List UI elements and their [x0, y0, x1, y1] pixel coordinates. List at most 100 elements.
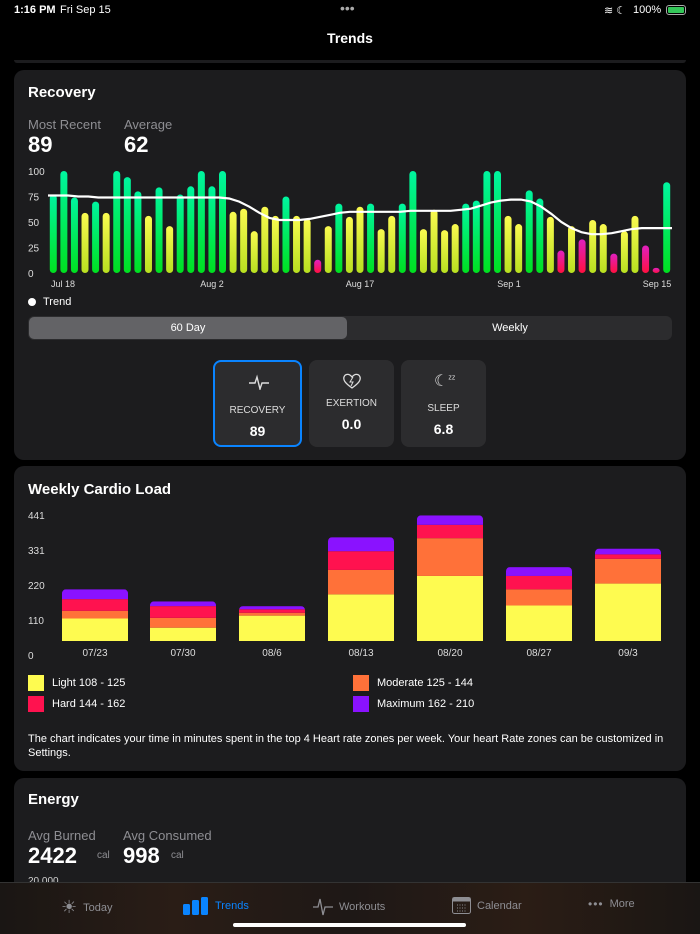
multitask-dots-icon[interactable]: ••• — [340, 0, 355, 16]
bar-segment — [595, 583, 661, 641]
bar-segment — [150, 617, 216, 628]
tile-sleep[interactable]: ☾zz SLEEP 6.8 — [401, 360, 486, 447]
recovery-bar — [219, 171, 227, 273]
tab-calendar[interactable]: Calendar — [452, 897, 522, 914]
recovery-bar — [367, 203, 375, 273]
x-tick-label: 07/30 — [170, 648, 195, 659]
recovery-bar — [293, 215, 301, 273]
recovery-bar — [589, 219, 597, 273]
recovery-bar — [113, 171, 121, 273]
recovery-bar — [483, 171, 491, 273]
recovery-bar — [546, 216, 554, 273]
sun-icon: ☀ — [61, 897, 78, 917]
recovery-bar — [166, 226, 174, 273]
recovery-bar — [324, 226, 332, 273]
y-tick-label: 50 — [28, 218, 40, 229]
avg-consumed-value: 998 — [123, 843, 160, 868]
x-tick-label: 07/23 — [82, 648, 107, 659]
legend-swatch — [28, 696, 44, 712]
recovery-bar — [430, 209, 438, 273]
recovery-bar — [599, 224, 607, 273]
tab-label: Workouts — [339, 901, 386, 913]
most-recent-value: 89 — [28, 132, 53, 157]
x-tick-label: 08/6 — [262, 648, 282, 659]
recovery-bar — [144, 215, 152, 273]
bar-segment — [239, 612, 305, 616]
cardio-note: The chart indicates your time in minutes… — [28, 733, 664, 759]
more-icon: ••• — [588, 897, 604, 911]
tile-label: RECOVERY — [229, 405, 286, 416]
recovery-bar — [282, 196, 290, 273]
bar-segment — [595, 554, 661, 559]
stacked-bar — [150, 601, 216, 641]
average-value: 62 — [124, 132, 149, 157]
bar-segment — [62, 599, 128, 611]
tab-label: Today — [83, 901, 113, 914]
y-tick-label: 441 — [28, 511, 45, 522]
range-segmented-control[interactable]: 60 Day Weekly — [28, 316, 672, 340]
legend-light: Light 108 - 125 — [28, 675, 125, 691]
tile-recovery[interactable]: RECOVERY 89 — [213, 360, 302, 447]
recovery-bar — [557, 250, 565, 273]
unit: cal — [171, 850, 184, 861]
tab-trends[interactable]: Trends — [183, 897, 249, 915]
tile-value: 0.0 — [341, 416, 362, 432]
bar-segment — [328, 569, 394, 595]
tile-exertion[interactable]: EXERTION 0.0 — [309, 360, 394, 447]
tab-label: Calendar — [477, 899, 522, 912]
tab-more[interactable]: ••• More — [588, 897, 635, 911]
bar-segment — [328, 537, 394, 552]
stacked-bar — [328, 537, 394, 641]
recovery-bar — [568, 226, 576, 273]
tile-label: EXERTION — [326, 398, 377, 409]
bar-segment — [595, 558, 661, 584]
recovery-bar — [441, 230, 449, 273]
segment-60-day[interactable]: 60 Day — [29, 317, 347, 339]
bar-segment — [62, 618, 128, 641]
recovery-bar — [493, 171, 501, 273]
recovery-bar — [515, 224, 523, 273]
segment-weekly[interactable]: Weekly — [492, 322, 528, 334]
y-tick-label: 75 — [28, 193, 40, 204]
x-tick-label: 08/20 — [437, 648, 462, 659]
status-date: Fri Sep 15 — [60, 4, 111, 16]
recovery-bar — [123, 177, 131, 273]
recovery-bar — [102, 212, 110, 273]
legend-label: Light 108 - 125 — [52, 677, 126, 689]
x-tick-label: Aug 2 — [200, 279, 224, 289]
cardio-load-card[interactable]: Weekly Cardio Load 0 110 220 331 441 07/23 07/… — [14, 466, 686, 771]
bar-segment — [239, 615, 305, 641]
bar-segment — [417, 524, 483, 539]
avg-consumed-label: Avg Consumed — [123, 828, 212, 843]
legend-swatch — [353, 696, 369, 712]
tab-today[interactable]: ☀ Today — [61, 897, 113, 918]
bar-segment — [150, 601, 216, 607]
tab-label: More — [609, 898, 635, 910]
recovery-bar — [250, 231, 258, 273]
energy-card[interactable]: Energy Avg Burned 2422 cal Avg Consumed … — [14, 778, 686, 898]
bar-segment — [62, 589, 128, 600]
cardio-chart: 0 110 220 331 441 07/23 07/30 08/6 08/13 08/20 08/… — [28, 511, 661, 662]
wifi-moon-icon: ≋ ☾ — [604, 5, 627, 17]
tile-value: 89 — [249, 423, 266, 439]
tab-workouts[interactable]: Workouts — [313, 897, 385, 917]
bar-segment — [595, 548, 661, 555]
moon-zzz-icon: ☾zz — [434, 373, 456, 390]
tile-value: 6.8 — [433, 421, 454, 437]
recovery-card[interactable]: Recovery Most Recent 89 Average 62 0 25 50… — [14, 70, 686, 460]
bar-segment — [150, 606, 216, 618]
bar-segment — [506, 567, 572, 576]
recovery-bar — [377, 229, 385, 273]
bar-segment — [239, 606, 305, 610]
x-tick-label: Sep 1 — [497, 279, 521, 289]
most-recent-label: Most Recent — [28, 117, 101, 132]
stacked-bar — [417, 515, 483, 641]
x-tick-label: Jul 18 — [51, 279, 75, 289]
recovery-bar — [451, 224, 459, 273]
stacked-bar — [62, 589, 128, 641]
bar-segment — [239, 609, 305, 613]
heart-bolt-icon — [343, 373, 361, 389]
recovery-bar — [652, 267, 660, 273]
recovery-bar — [92, 201, 100, 273]
average-label: Average — [124, 117, 173, 132]
